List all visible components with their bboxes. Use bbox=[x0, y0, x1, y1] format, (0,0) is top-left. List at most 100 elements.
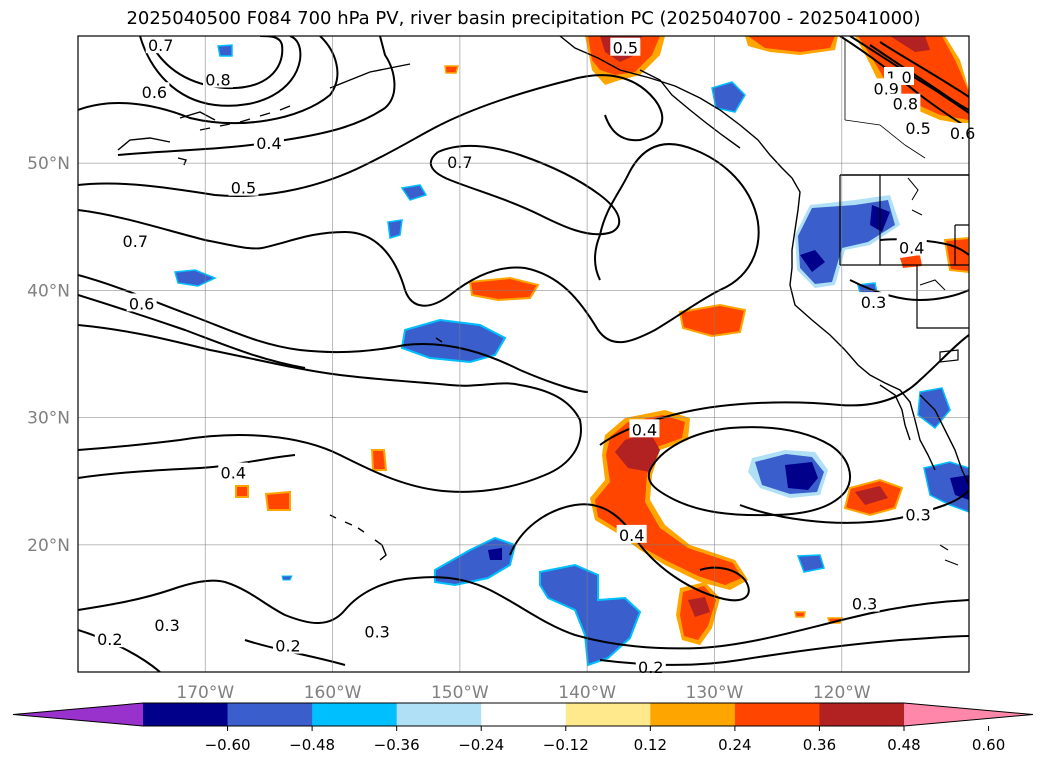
contour-label: 0.5 bbox=[231, 179, 256, 198]
contour-label-bg bbox=[629, 419, 660, 438]
contour-label-bg bbox=[203, 69, 234, 88]
contour-label-bg bbox=[152, 615, 183, 634]
contour-label-bg bbox=[616, 524, 647, 543]
lon-tick-label: 170°W bbox=[176, 683, 234, 703]
precip-negative-area-oregon bbox=[795, 195, 900, 301]
axis-label-layer: 20°N 30°N 40°N 50°N 170°W 160°W 150°W 140°W 130°… bbox=[27, 154, 871, 703]
pv-contour-04-ring bbox=[647, 426, 851, 517]
precip-negative-area-south bbox=[434, 536, 825, 667]
contour-label: 0.5 bbox=[613, 39, 638, 58]
pv-contour-03-south bbox=[78, 576, 969, 650]
pv-contour-06-mid bbox=[78, 274, 589, 393]
precip-positive-area-idaho bbox=[943, 236, 969, 274]
contour-label-bg bbox=[849, 593, 880, 612]
colorbar: −0.60 −0.48 −0.36 −0.24 −0.12 0.12 0.24 0.36 0.4… bbox=[12, 702, 1034, 754]
contour-label: 0.7 bbox=[123, 232, 148, 251]
west-coastline bbox=[789, 177, 936, 471]
colorbar-tick-label: −0.60 bbox=[205, 736, 251, 754]
contour-label-bg bbox=[139, 82, 170, 101]
contour-label: 0.3 bbox=[852, 595, 877, 614]
contour-label-bg bbox=[947, 122, 978, 141]
pv-contour-07-north bbox=[139, 36, 302, 107]
pv-contour-05 bbox=[78, 124, 441, 197]
pv-contour-06-north bbox=[78, 36, 339, 125]
contour-label: 0.8 bbox=[205, 71, 230, 90]
state-lines bbox=[839, 175, 969, 329]
precip-shading-layer bbox=[174, 36, 969, 667]
colorbar-tick-label: −0.12 bbox=[543, 736, 589, 754]
contour-label: 0.7 bbox=[148, 36, 173, 55]
contour-label: 0.3 bbox=[364, 623, 389, 642]
contour-label: 0.3 bbox=[154, 616, 179, 635]
contour-label: 0.6 bbox=[142, 83, 167, 102]
contour-label-bg bbox=[94, 629, 125, 648]
contour-label-bg bbox=[610, 37, 641, 56]
precip-positive-area-offshore bbox=[678, 303, 747, 338]
colorbar-bin bbox=[819, 703, 905, 726]
colorbar-tick-label: 0.12 bbox=[634, 736, 667, 754]
chart-title: 2025040500 F084 700 hPa PV, river basin … bbox=[126, 8, 921, 29]
lat-tick-label: 50°N bbox=[27, 154, 70, 174]
colorbar-bin bbox=[312, 703, 398, 726]
pv-contour-04-north bbox=[117, 36, 396, 156]
contour-label: 0.2 bbox=[275, 637, 300, 656]
colorbar-bin bbox=[143, 703, 229, 726]
precip-positive-area-subtropics bbox=[590, 410, 748, 645]
colorbar-bin bbox=[481, 703, 567, 726]
colorbar-bin bbox=[565, 703, 651, 726]
contour-label-bg bbox=[858, 292, 889, 311]
contour-label-bg bbox=[871, 78, 902, 97]
pv-contour-065 bbox=[78, 324, 582, 493]
contour-label: 0.4 bbox=[899, 238, 924, 257]
contour-label: 0.4 bbox=[256, 134, 281, 153]
pv-contour-06-lower bbox=[78, 294, 306, 369]
contour-label: 0.9 bbox=[874, 79, 899, 98]
pv-contour-05-pacific bbox=[439, 74, 664, 142]
contour-label: 0.6 bbox=[950, 124, 975, 143]
contour-label: 0.4 bbox=[632, 420, 657, 439]
gridline-layer bbox=[78, 36, 969, 672]
contour-label-bg bbox=[896, 237, 927, 256]
baja-coastline bbox=[879, 384, 911, 441]
contour-label: 0.3 bbox=[905, 506, 930, 525]
hawaii bbox=[329, 514, 387, 561]
colorbar-extend-high bbox=[904, 703, 1033, 726]
contour-label-bg bbox=[890, 93, 921, 112]
lat-tick-label: 20°N bbox=[27, 536, 70, 556]
lon-tick-label: 160°W bbox=[304, 683, 362, 703]
pv-contour-04-east bbox=[599, 334, 969, 446]
precip-negative-area-east bbox=[748, 450, 828, 498]
pv-contour-09-east bbox=[879, 41, 969, 98]
contour-label-bg bbox=[253, 133, 284, 152]
contour-label: 0.2 bbox=[97, 630, 122, 649]
lon-tick-label: 140°W bbox=[558, 683, 616, 703]
precip-negative-area-central bbox=[400, 318, 507, 364]
contour-label-bg bbox=[126, 293, 157, 312]
contour-label: 0.8 bbox=[893, 95, 918, 114]
colorbar-tick-label: 0.24 bbox=[718, 736, 751, 754]
pv-contour-07-central bbox=[78, 143, 760, 344]
precip-negative-area-bc bbox=[711, 81, 746, 113]
colorbar-bin bbox=[227, 703, 313, 726]
alaska-coastline bbox=[559, 36, 793, 179]
pv-contour-08 bbox=[149, 36, 284, 90]
pv-contour-04-south-band bbox=[509, 503, 750, 602]
contour-label-bg bbox=[273, 635, 304, 654]
contour-label: 0.4 bbox=[221, 464, 246, 483]
contour-label-bg bbox=[120, 231, 151, 250]
precip-positive-area-north bbox=[745, 36, 969, 125]
pv-contour-layer bbox=[78, 36, 969, 672]
contour-label: 0.2 bbox=[638, 658, 663, 677]
contour-label-bg bbox=[228, 177, 259, 196]
contour-label-bg bbox=[903, 117, 934, 136]
pv-contour-08-east bbox=[869, 44, 969, 111]
contour-label-layer: 0.70.80.60.40.50.70.60.70.51.00.90.80.5 0… bbox=[94, 35, 978, 677]
lon-tick-label: 120°W bbox=[813, 683, 871, 703]
pv-contour-07-inner bbox=[429, 144, 621, 236]
pv-contour-03-nevada bbox=[849, 279, 969, 302]
lon-tick-label: 150°W bbox=[431, 683, 489, 703]
pv-contour-02-south bbox=[78, 629, 161, 672]
colorbar-tick-label: −0.36 bbox=[374, 736, 420, 754]
map-frame bbox=[77, 35, 970, 673]
